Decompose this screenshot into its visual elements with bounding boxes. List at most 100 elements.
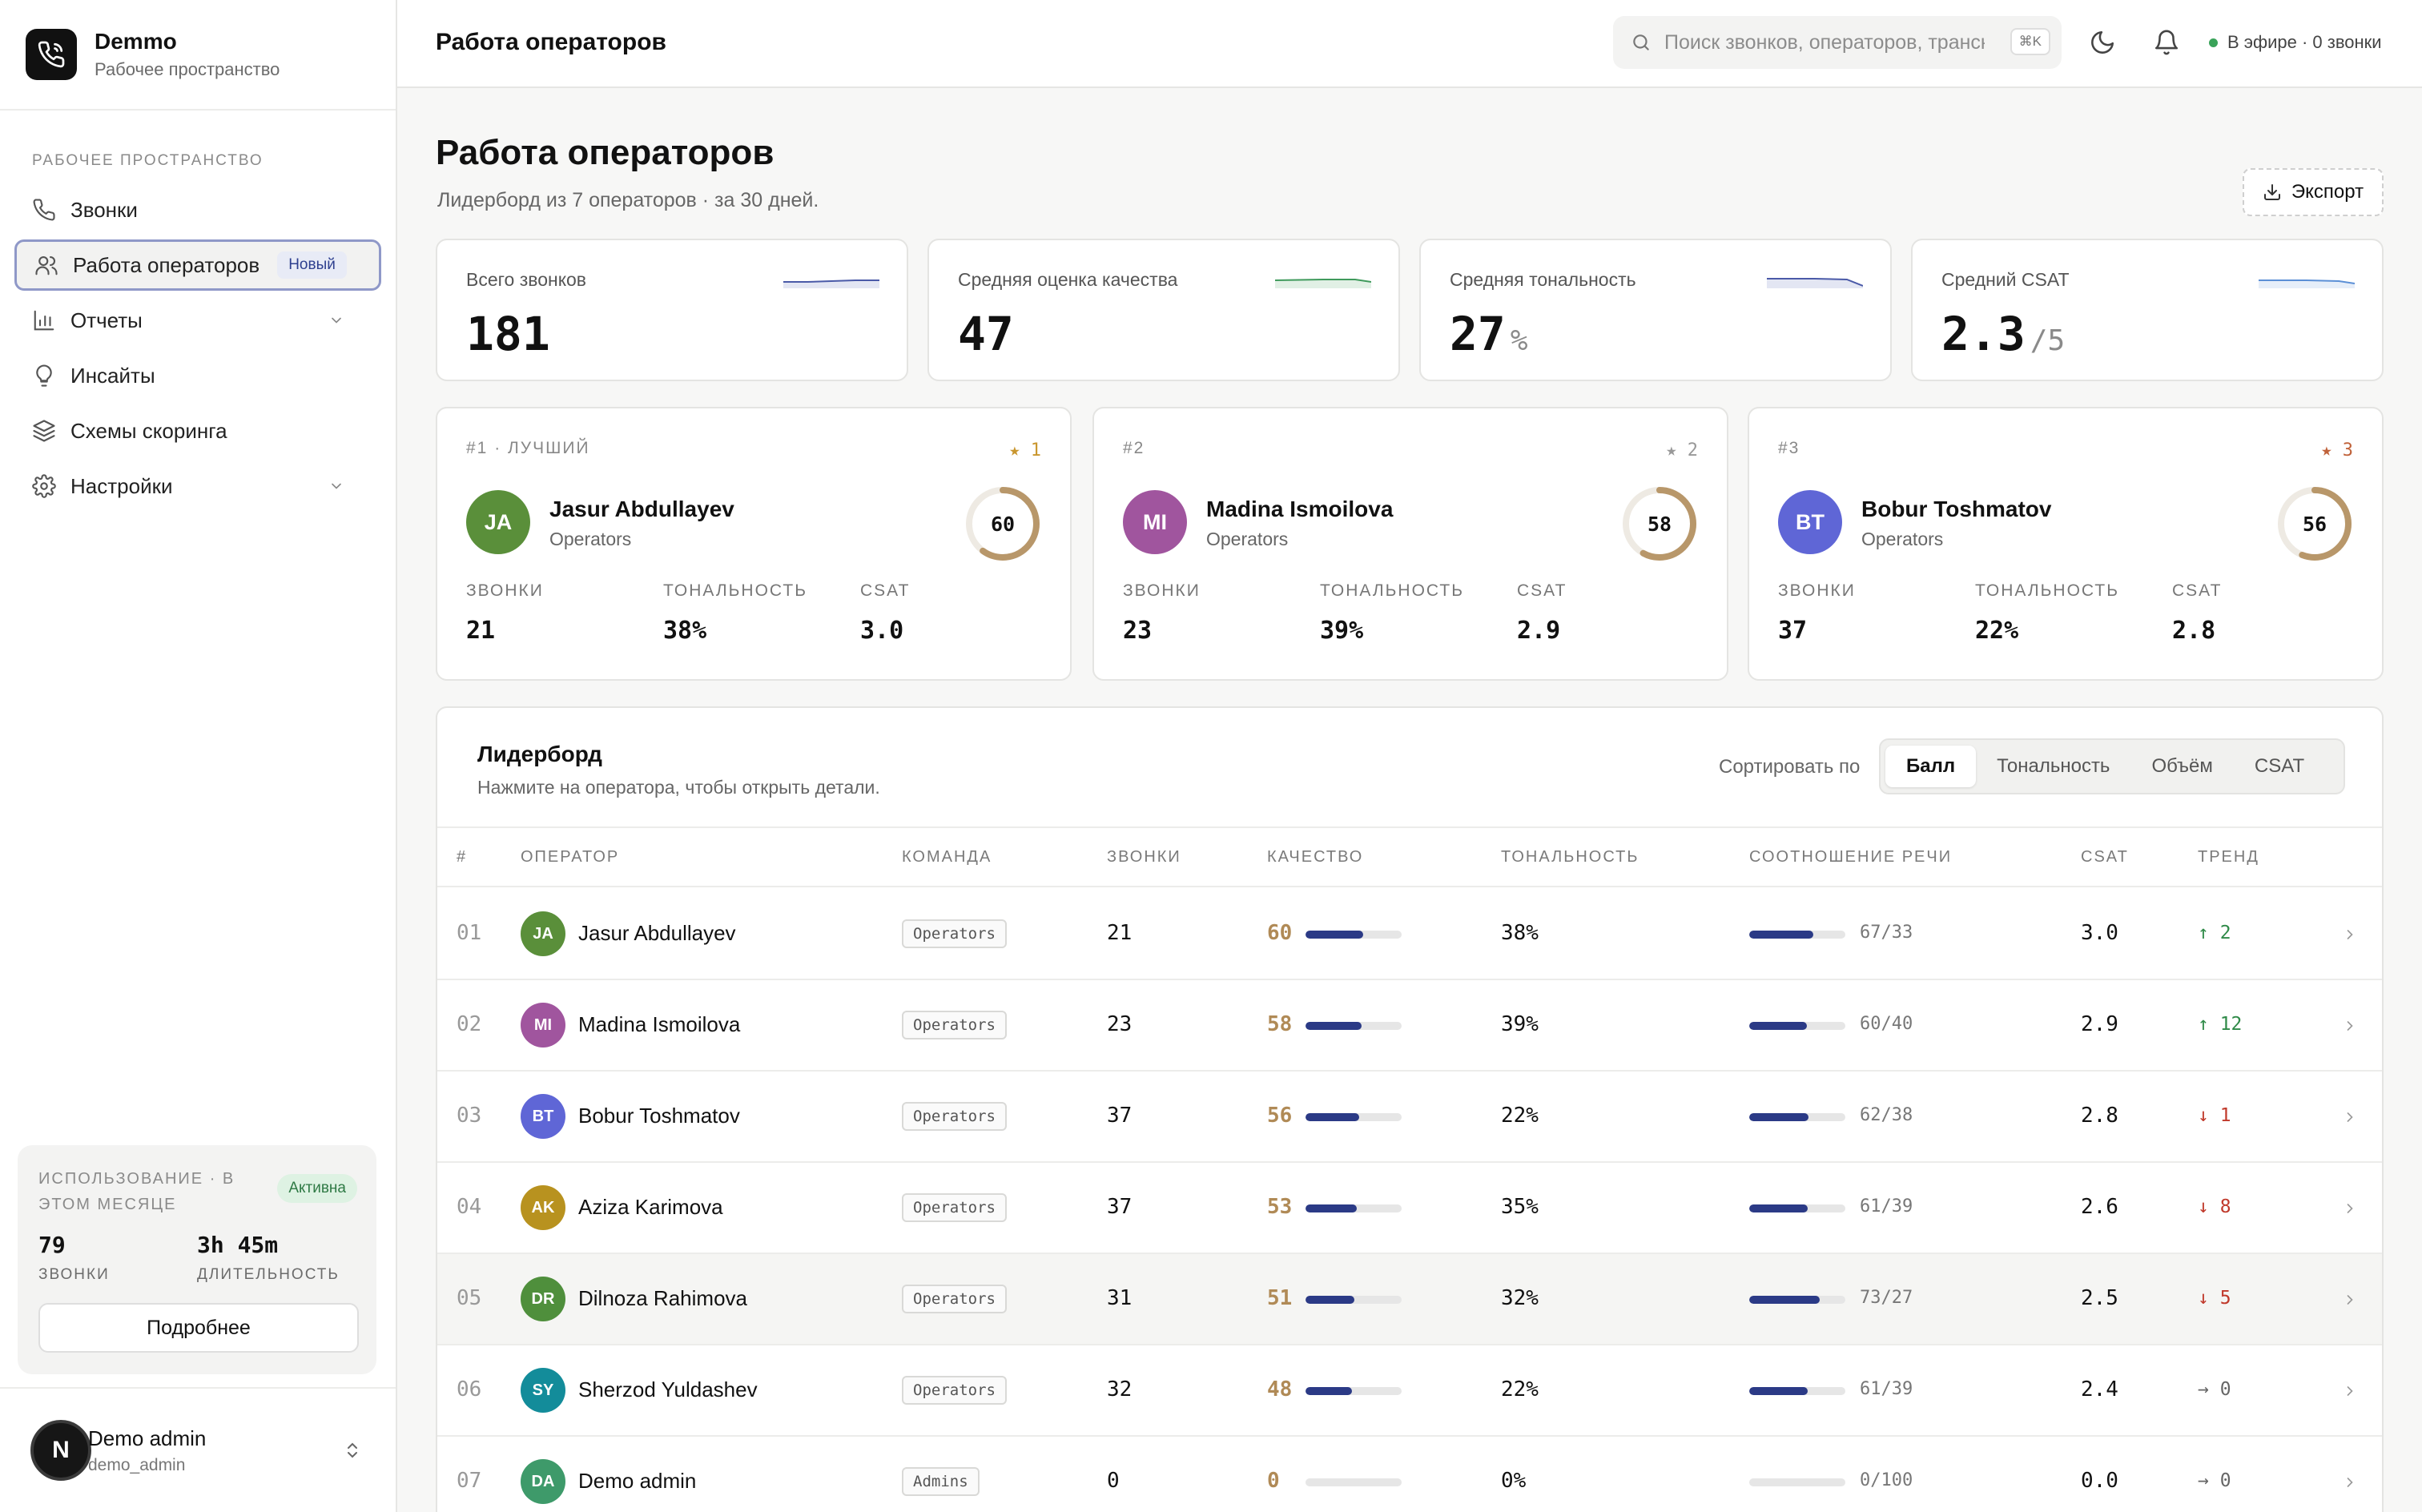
table-row[interactable]: 03 BT Bobur Toshmatov Operators 37 56 22…	[437, 1072, 2382, 1163]
rank-label: #2	[1123, 439, 1145, 457]
team-tag: Operators	[902, 1285, 1007, 1313]
column-header: #	[457, 848, 468, 866]
usage-details-button[interactable]: Подробнее	[38, 1303, 359, 1353]
gear-icon	[32, 474, 56, 498]
chevron-right-icon[interactable]	[2342, 1017, 2358, 1035]
status-badge: Активна	[277, 1174, 357, 1203]
column-header: ОПЕРАТОР	[521, 848, 620, 866]
speech-ratio-fill	[1749, 1022, 1807, 1030]
chevron-right-icon[interactable]	[2342, 1382, 2358, 1400]
page-subtitle: Лидерборд из 7 операторов · за 30 дней.	[437, 189, 819, 211]
avatar: BT	[1778, 490, 1842, 554]
sort-option[interactable]: Тональность	[1997, 755, 2110, 777]
top-operator-card[interactable]: #3 ★ 3 BT Bobur Toshmatov Operators 56 З…	[1748, 407, 2384, 681]
kpi-value: 47	[958, 307, 1014, 361]
tone-value: 22%	[1501, 1104, 1539, 1128]
trend-value: → 0	[2198, 1470, 2231, 1491]
quality-value: 60	[1267, 921, 1293, 945]
sidebar-item-operators[interactable]: Работа операторов Новый	[14, 239, 381, 291]
score-ring-arc	[966, 487, 1040, 561]
column-header: КАЧЕСТВО	[1267, 848, 1364, 866]
table-row[interactable]: 01 JA Jasur Abdullayev Operators 21 60 3…	[437, 889, 2382, 980]
team-tag: Admins	[902, 1467, 980, 1496]
sidebar-item-calls[interactable]: Звонки	[14, 184, 381, 235]
operator-name: Bobur Toshmatov	[578, 1104, 740, 1128]
table-row[interactable]: 05 DR Dilnoza Rahimova Operators 31 51 3…	[437, 1254, 2382, 1345]
table-row[interactable]: 07 DA Demo admin Admins 0 0 0% 0/100 0.0…	[437, 1437, 2382, 1512]
topbar: Работа операторов Поиск звонков, операто…	[397, 0, 2422, 88]
csat-label: CSAT	[860, 581, 911, 600]
csat-value: 2.9	[2081, 1012, 2118, 1036]
score-ring-arc	[1623, 487, 1696, 561]
tone-value: 38%	[663, 617, 707, 645]
chevron-down-icon[interactable]	[328, 478, 344, 494]
sort-label: Сортировать по	[1719, 756, 1861, 778]
sort-option[interactable]: Балл	[1885, 746, 1977, 787]
new-badge: Новый	[277, 251, 347, 279]
sidebar-item-insights[interactable]: Инсайты	[14, 350, 381, 401]
speech-ratio-fill	[1749, 1204, 1808, 1212]
team-tag: Operators	[902, 1193, 1007, 1222]
trend-value: ↑ 12	[2198, 1014, 2243, 1035]
chevron-right-icon[interactable]	[2342, 926, 2358, 943]
chevron-right-icon[interactable]	[2342, 1291, 2358, 1309]
calls-value: 37	[1778, 617, 1808, 645]
chevron-right-icon[interactable]	[2342, 1200, 2358, 1217]
table-row[interactable]: 06 SY Sherzod Yuldashev Operators 32 48 …	[437, 1345, 2382, 1437]
chevron-right-icon[interactable]	[2342, 1108, 2358, 1126]
brand-name: Demmo	[95, 29, 177, 54]
team-tag: Operators	[902, 1376, 1007, 1405]
sort-option[interactable]: CSAT	[2254, 755, 2305, 777]
quality-value: 53	[1267, 1195, 1293, 1219]
users-icon	[35, 255, 58, 275]
speech-ratio-bar	[1749, 1478, 1845, 1486]
kpi-avg-quality: Средняя оценка качества 47	[927, 239, 1400, 381]
chevron-down-icon[interactable]	[328, 312, 344, 328]
quality-value: 56	[1267, 1104, 1293, 1128]
sort-option[interactable]: Объём	[2151, 755, 2213, 777]
user-menu[interactable]: N Demo admin demo_admin	[0, 1387, 396, 1512]
top-operator-card[interactable]: #2 ★ 2 MI Madina Ismoilova Operators 58 …	[1092, 407, 1728, 681]
sidebar-item-reports[interactable]: Отчеты	[14, 295, 381, 346]
live-dot-icon	[2209, 38, 2218, 47]
operator-name: Madina Ismoilova	[1206, 497, 1394, 521]
sort-segmented-control: Балл Тональность Объём CSAT	[1879, 738, 2345, 794]
moon-icon[interactable]	[2089, 29, 2116, 56]
chevrons-up-down-icon[interactable]	[343, 1438, 362, 1462]
sidebar-item-settings[interactable]: Настройки	[14, 460, 381, 512]
score-value: 56	[2302, 512, 2327, 536]
tone-value: 35%	[1501, 1195, 1539, 1219]
usage-card: ИСПОЛЬЗОВАНИЕ · В ЭТОМ МЕСЯЦЕ Активна 79…	[18, 1145, 376, 1374]
rank-label: #1 · ЛУЧШИЙ	[466, 439, 590, 457]
table-row[interactable]: 04 AK Aziza Karimova Operators 37 53 35%…	[437, 1163, 2382, 1254]
calls-label: ЗВОНКИ	[1123, 581, 1201, 600]
speech-ratio-bar	[1749, 1204, 1845, 1212]
brand[interactable]: Demmo Рабочее пространство	[0, 0, 396, 111]
sidebar-item-scoring[interactable]: Схемы скоринга	[14, 405, 381, 456]
phone-logo-icon	[26, 29, 77, 80]
operator-name: Sherzod Yuldashev	[578, 1377, 758, 1401]
export-button[interactable]: Экспорт	[2243, 168, 2384, 216]
kpi-value: 27%	[1450, 307, 1528, 361]
quality-bar-fill	[1306, 1387, 1352, 1395]
search-input[interactable]: Поиск звонков, операторов, транскриптов …	[1613, 16, 2062, 69]
sidebar-item-label: Настройки	[70, 473, 173, 498]
table-row[interactable]: 02 MI Madina Ismoilova Operators 23 58 3…	[437, 980, 2382, 1072]
search-icon	[1633, 34, 1649, 50]
avatar: AK	[521, 1185, 565, 1230]
quality-bar-fill	[1306, 931, 1363, 939]
table-header: # ОПЕРАТОР КОМАНДА ЗВОНКИ КАЧЕСТВО ТОНАЛЬНОСТ…	[437, 826, 2382, 887]
kpi-label: Средний CSAT	[1941, 269, 2070, 290]
avatar: JA	[521, 911, 565, 956]
top-operator-card[interactable]: #1 · ЛУЧШИЙ ★ 1 JA Jasur Abdullayev Oper…	[436, 407, 1072, 681]
tone-value: 22%	[1501, 1377, 1539, 1401]
bell-icon[interactable]	[2153, 29, 2180, 56]
topbar-title: Работа операторов	[436, 29, 666, 55]
rank-star: ★ 3	[2321, 440, 2353, 460]
operator-team: Operators	[1861, 529, 1944, 549]
speech-ratio-text: 61/39	[1860, 1379, 1913, 1399]
chevron-right-icon[interactable]	[2342, 1474, 2358, 1491]
kpi-label: Всего звонков	[466, 269, 587, 290]
csat-label: CSAT	[1517, 581, 1567, 600]
kpi-label: Средняя оценка качества	[958, 269, 1178, 290]
